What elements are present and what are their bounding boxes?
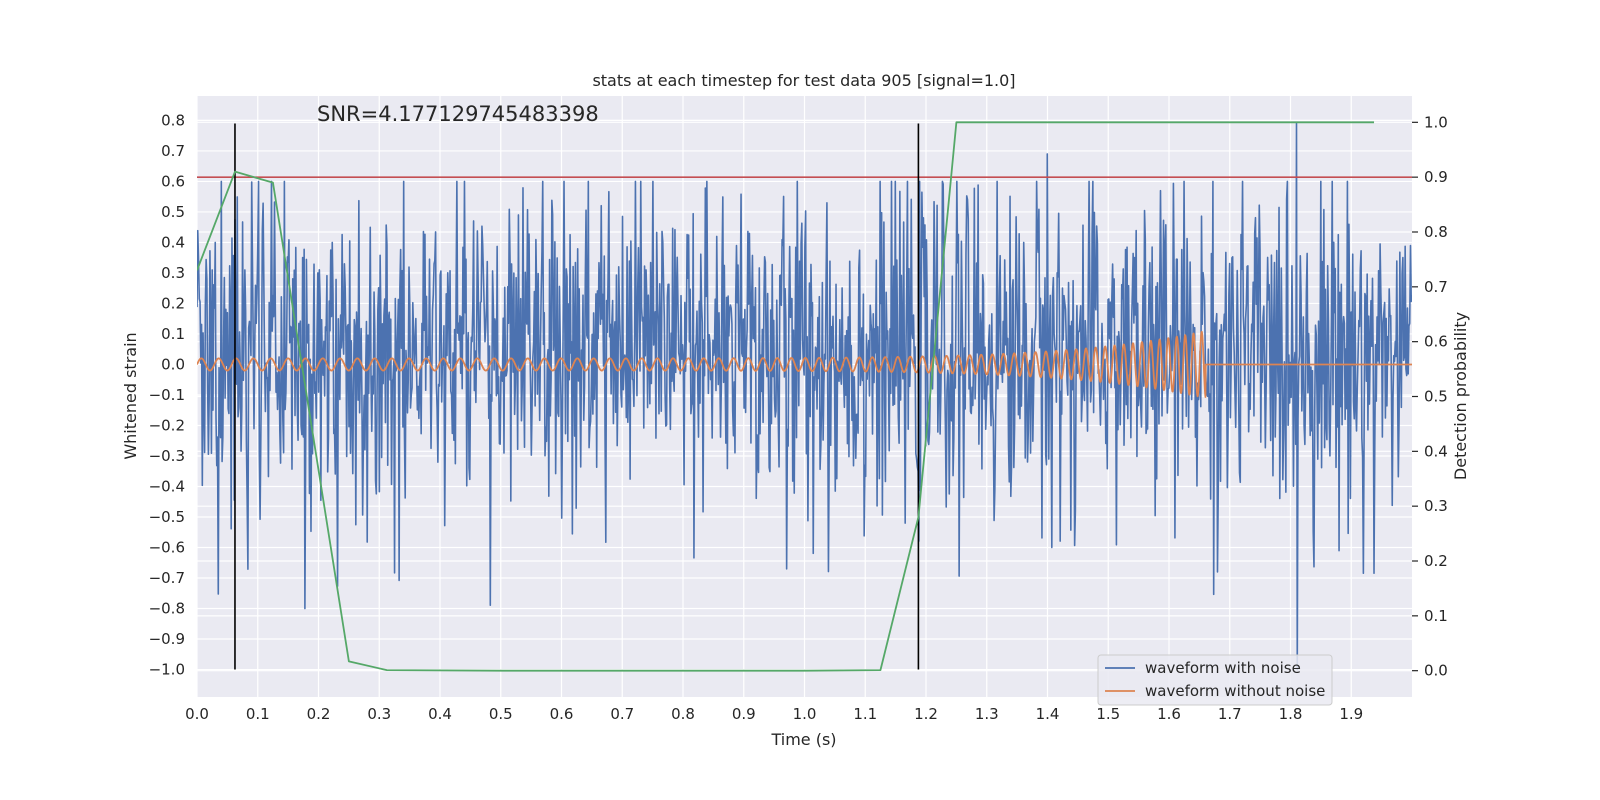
y2-axis-ticks: 1.0 0.9 0.8 0.7 0.6 0.5 0.4 0.3 0.2 0.1 0.0 (1412, 113, 1448, 680)
x-tick-label: 0.9 (732, 705, 756, 723)
x-tick-label: 1.3 (975, 705, 999, 723)
y-tick-label: 0.5 (161, 203, 185, 221)
x-tick-label: 1.6 (1157, 705, 1181, 723)
legend-label-chirp: waveform without noise (1145, 682, 1325, 700)
y2-tick-label: 0.4 (1424, 442, 1448, 460)
x-tick-label: 0.4 (428, 705, 452, 723)
y-tick-label: 0.8 (161, 111, 185, 129)
legend-label-noise: waveform with noise (1145, 659, 1301, 677)
x-tick-label: 1.2 (914, 705, 938, 723)
y-tick-label: −0.2 (149, 416, 185, 434)
legend-box (1097, 654, 1333, 706)
y-tick-label: 0.6 (161, 172, 185, 190)
y2-tick-label: 0.5 (1424, 388, 1448, 406)
x-tick-label: 1.4 (1036, 705, 1060, 723)
y-tick-label: −0.9 (149, 630, 185, 648)
y2-tick-label: 0.9 (1424, 168, 1448, 186)
y2-tick-label: 0.3 (1424, 497, 1448, 515)
y-tick-label: −0.7 (149, 569, 185, 587)
y-tick-label: −1.0 (149, 661, 185, 679)
x-tick-label: 0.6 (550, 705, 574, 723)
x-tick-label: 0.1 (246, 705, 270, 723)
x-tick-label: 1.9 (1339, 705, 1363, 723)
y2-axis-label: Detection probability (1451, 312, 1470, 480)
y2-tick-label: 0.7 (1424, 278, 1448, 296)
x-tick-label: 1.5 (1096, 705, 1120, 723)
probability-points (196, 122, 1375, 671)
x-tick-label: 0.3 (367, 705, 391, 723)
y2-tick-label: 1.0 (1424, 113, 1448, 131)
y-tick-label: 0.7 (161, 142, 185, 160)
x-tick-label: 0.7 (610, 705, 634, 723)
y2-tick-label: 0.0 (1424, 662, 1448, 680)
y2-tick-label: 0.2 (1424, 552, 1448, 570)
x-tick-label: 1.7 (1218, 705, 1242, 723)
x-tick-label: 1.0 (793, 705, 817, 723)
x-tick-label: 0.0 (185, 705, 209, 723)
y-tick-label: −0.1 (149, 386, 185, 404)
x-axis-ticks: 0.0 0.1 0.2 0.3 0.4 0.5 0.6 0.7 0.8 0.9 1.0 1.1 1.2 1… (185, 705, 1363, 723)
y2-tick-label: 0.8 (1424, 223, 1448, 241)
y-tick-label: 0.4 (161, 233, 185, 251)
chart-title: stats at each timestep for test data 905… (592, 71, 1015, 90)
legend: waveform with noise waveform without noi… (1097, 654, 1333, 706)
x-axis-label: Time (s) (770, 730, 836, 749)
y-tick-label: −0.8 (149, 600, 185, 618)
series-detection-probability (197, 121, 1375, 672)
snr-annotation: SNR=4.177129745483398 (317, 102, 599, 126)
y-tick-label: 0.1 (161, 325, 185, 343)
series-waveform-without-noise (197, 330, 1412, 398)
x-tick-label: 0.2 (307, 705, 331, 723)
y-tick-label: 0.3 (161, 264, 185, 282)
x-tick-label: 1.1 (853, 705, 877, 723)
x-tick-label: 0.5 (489, 705, 513, 723)
y-tick-label: −0.4 (149, 477, 185, 495)
x-tick-label: 0.8 (671, 705, 695, 723)
y-tick-label: −0.5 (149, 508, 185, 526)
y-tick-label: 0.0 (161, 355, 185, 373)
y-tick-label: −0.6 (149, 539, 185, 557)
x-tick-label: 1.8 (1279, 705, 1303, 723)
y2-tick-label: 0.6 (1424, 333, 1448, 351)
y-axis-label: Whitened strain (121, 332, 140, 459)
y-axis-ticks: 0.8 0.7 0.6 0.5 0.4 0.3 0.2 0.1 0.0 −0.1 −0.2 −0.3 −… (149, 111, 185, 678)
series-waveform-with-noise (197, 122, 1412, 671)
y-tick-label: 0.2 (161, 294, 185, 312)
y2-tick-label: 0.1 (1424, 607, 1448, 625)
y-tick-label: −0.3 (149, 447, 185, 465)
